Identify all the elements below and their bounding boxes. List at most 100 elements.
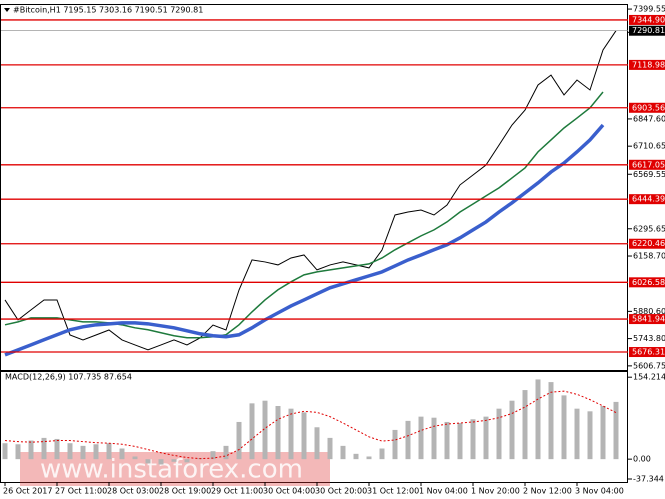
macd-bar (210, 451, 216, 460)
level-label: 6220.46 (632, 239, 665, 248)
macd-bar (223, 445, 229, 460)
signal-line (4, 390, 617, 460)
macd-title: MACD(12,26,9) 107.735 87.654 (5, 373, 132, 382)
x-tick-label: 1 Nov 20:00 (471, 487, 520, 496)
macd-bar (236, 421, 242, 460)
y-tick-label: 6295.65 (633, 224, 665, 233)
x-tick-label: 30 Oct 20:00 (315, 487, 367, 496)
macd-bar (314, 427, 320, 460)
macd-bar (470, 419, 476, 460)
price-panel (0, 4, 628, 371)
x-tick-label: 28 Oct 19:00 (159, 487, 211, 496)
macd-bar (288, 408, 294, 460)
macd-bar (353, 453, 359, 460)
price-line (4, 123, 605, 357)
macd-bar (613, 401, 619, 460)
macd-bar (600, 406, 606, 460)
macd-bar (522, 390, 528, 460)
macd-bar (41, 437, 47, 460)
macd-bar (574, 408, 580, 460)
chart-title: #Bitcoin,H1 7195.15 7303.16 7190.51 7290… (13, 6, 203, 15)
macd-bar (15, 444, 21, 460)
level-tag (629, 347, 665, 358)
y-tick-label: 5880.60 (633, 307, 665, 316)
level-tag (629, 277, 665, 288)
macd-bar (418, 416, 424, 460)
level-label: 7118.98 (632, 60, 665, 69)
macd-bar (405, 420, 411, 460)
macd-bar (119, 448, 125, 460)
y-tick-label: 6847.60 (633, 114, 665, 123)
level-tag (629, 14, 665, 25)
level-tag (629, 194, 665, 205)
x-tick-label: 26 Oct 2017 (3, 487, 52, 496)
level-label: 5841.94 (632, 315, 665, 324)
level-label: 6444.39 (632, 195, 665, 204)
y-tick-label: 5743.80 (633, 334, 665, 343)
macd-bar (262, 400, 268, 460)
macd-bar (301, 412, 307, 460)
level-tag (629, 314, 665, 325)
macd-bar (158, 459, 164, 465)
level-label: 6903.56 (632, 103, 665, 112)
x-tick-label: 28 Oct 03:00 (107, 487, 159, 496)
menu-arrow (4, 8, 10, 12)
macd-bar (379, 448, 385, 460)
macd-bar (444, 421, 450, 460)
level-label: 5676.31 (632, 348, 665, 357)
macd-bar (145, 459, 151, 464)
macd-bar (80, 445, 86, 460)
level-tag (629, 102, 665, 113)
x-tick-label: 3 Nov 04:00 (575, 487, 624, 496)
level-label: 6026.58 (632, 278, 665, 287)
macd-bar (431, 417, 437, 460)
y-tick-label: 0.00 (633, 455, 651, 464)
macd-bar (2, 443, 8, 460)
y-tick-label: -37.344 (633, 474, 664, 483)
macd-bar (93, 444, 99, 460)
macd-panel (0, 371, 628, 483)
x-tick-label: 30 Oct 04:00 (263, 487, 315, 496)
macd-bar (106, 443, 112, 460)
macd-bar (340, 445, 346, 460)
current-price-tag (629, 25, 665, 36)
macd-bar (184, 459, 190, 463)
price-line (4, 30, 617, 351)
macd-bar (67, 443, 73, 460)
watermark: www.instaforex.com (40, 455, 303, 485)
macd-bar (496, 408, 502, 460)
macd-bar (457, 423, 463, 460)
y-tick-label: 5606.75 (633, 361, 665, 370)
level-label: 6617.05 (632, 160, 665, 169)
x-tick-label: 2 Nov 12:00 (523, 487, 572, 496)
y-tick-label: 7399.55 (633, 5, 665, 14)
macd-bar (171, 459, 177, 462)
y-tick-label: 6158.70 (633, 252, 665, 261)
macd-bar (275, 406, 281, 460)
macd-bar (54, 438, 60, 460)
macd-bar (327, 437, 333, 460)
macd-bar (535, 379, 541, 460)
y-tick-label: 6710.65 (633, 142, 665, 151)
level-tag (629, 238, 665, 249)
macd-bar (366, 456, 372, 460)
level-tag (629, 159, 665, 170)
y-tick-label: 154.214 (633, 373, 665, 382)
macd-bar (483, 416, 489, 460)
macd-bar (548, 382, 554, 460)
x-tick-label: 29 Oct 11:00 (211, 487, 263, 496)
level-tag (629, 59, 665, 70)
current-price-label: 7290.81 (632, 26, 665, 35)
x-tick-label: 27 Oct 11:00 (55, 487, 107, 496)
x-tick-label: 1 Nov 04:00 (419, 487, 468, 496)
macd-bar (249, 403, 255, 460)
macd-bar (132, 456, 138, 460)
x-tick-label: 31 Oct 12:00 (367, 487, 419, 496)
macd-bar (561, 395, 567, 460)
macd-bar (28, 440, 34, 460)
level-label: 7344.90 (632, 15, 665, 24)
y-tick-label: 6569.55 (633, 170, 665, 179)
macd-bar (392, 429, 398, 460)
